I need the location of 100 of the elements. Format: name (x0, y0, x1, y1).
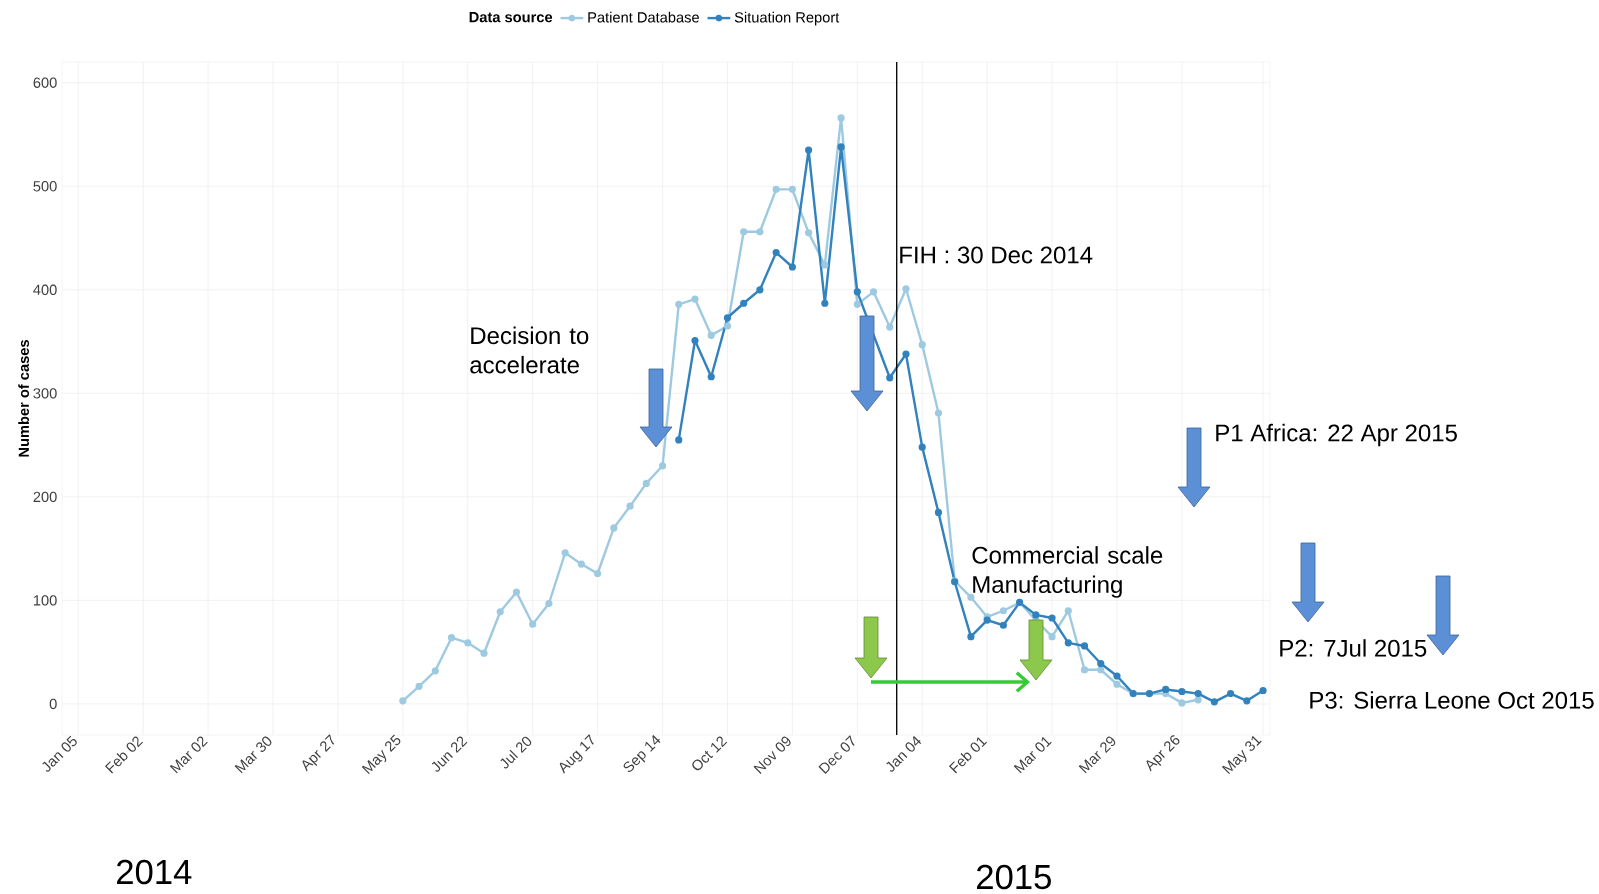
point (529, 620, 537, 628)
legend-title: Data source (469, 12, 553, 23)
point (691, 295, 699, 303)
y-tick-label: 0 (49, 698, 57, 710)
point (691, 336, 699, 345)
annotation: Decision to accelerate (470, 326, 589, 374)
y-axis-title: Number of cases (18, 340, 29, 457)
point (740, 228, 748, 236)
point (1048, 633, 1056, 641)
annotation: Commercial scale Manufacturing (972, 546, 1163, 598)
point (999, 621, 1007, 629)
annotation: FIH : 30 Dec 2014 (900, 246, 1093, 264)
x-tick-label: Feb 01 (948, 737, 988, 774)
x-tick-label: Jan 05 (42, 735, 77, 772)
x-tick-label: Feb 02 (104, 736, 143, 774)
x-tick-label: May 31 (1221, 736, 1262, 775)
point (1162, 685, 1170, 694)
x-tick-label: Jul 20 (500, 736, 532, 769)
annotation: P1 Africa: 22 Apr 2015 (1216, 423, 1457, 447)
point (918, 443, 926, 451)
point (723, 322, 732, 330)
x-tick-label: Nov 09 (753, 736, 791, 774)
point (886, 323, 894, 331)
point (399, 697, 407, 705)
point (1080, 642, 1089, 650)
point (675, 436, 683, 444)
point (447, 634, 456, 642)
point (1064, 639, 1072, 647)
point (577, 560, 585, 568)
point (788, 263, 796, 271)
point (1194, 689, 1202, 698)
point (610, 524, 618, 532)
y-tick-label: 200 (33, 491, 57, 503)
point (1178, 687, 1186, 696)
point (772, 248, 780, 257)
x-tick-label: May 25 (361, 734, 401, 775)
point (837, 114, 845, 122)
point (1032, 611, 1040, 619)
point (934, 409, 943, 417)
point (886, 374, 894, 382)
point (675, 300, 683, 308)
point (512, 588, 521, 596)
point (788, 185, 796, 193)
point (1113, 672, 1121, 680)
point (902, 350, 910, 358)
x-tick-label: Dec 07 (818, 735, 855, 774)
x-tick-label: Apr 26 (1146, 735, 1180, 772)
point (431, 667, 439, 675)
y-tick-label: 600 (33, 77, 57, 88)
y-tick-label: 400 (33, 284, 57, 295)
point (1194, 696, 1202, 704)
x-tick-label: Aug 17 (559, 734, 594, 774)
point (464, 639, 472, 647)
y-tick-label: 300 (33, 388, 57, 399)
point (821, 261, 829, 269)
point (1243, 697, 1251, 705)
point (1259, 686, 1267, 695)
point (821, 299, 829, 307)
point (902, 285, 910, 293)
point (707, 331, 715, 339)
x-tick-label: Oct 12 (692, 736, 728, 771)
x-tick-label: Mar 30 (234, 736, 272, 774)
x-tick-label: Sep 14 (623, 735, 661, 773)
point (934, 508, 943, 516)
point (805, 146, 813, 154)
point (594, 569, 602, 578)
point (1080, 666, 1089, 674)
point (1048, 614, 1056, 622)
point (626, 502, 634, 510)
x-tick-label: Mar 02 (169, 736, 208, 774)
point (837, 143, 845, 151)
point (918, 341, 926, 349)
point (740, 299, 748, 307)
point (756, 286, 764, 294)
point (869, 288, 878, 296)
text: 2014 (117, 859, 192, 885)
point (545, 599, 553, 608)
text: P2: 7Jul 2015 (1280, 639, 1427, 657)
point (805, 229, 813, 237)
point (642, 479, 650, 487)
point (561, 549, 569, 557)
y-tick-label: 500 (33, 181, 57, 192)
x-tick-label: Jan 04 (886, 736, 922, 772)
point (1227, 689, 1235, 698)
point (707, 373, 715, 381)
point (658, 462, 667, 470)
legend-label: Patient Database (588, 11, 699, 23)
legend-label: Situation Report (734, 11, 840, 26)
point (1097, 666, 1105, 674)
point (853, 300, 861, 308)
point (853, 288, 861, 296)
x-tick-label: Jun 22 (431, 736, 468, 772)
point (772, 185, 780, 193)
point (1178, 699, 1186, 707)
text: P3: Sierra Leone Oct 2015 (1310, 691, 1594, 709)
point (415, 682, 423, 690)
point (967, 633, 975, 641)
point (496, 608, 504, 616)
point (480, 649, 488, 657)
x-tick-label: Apr 27 (302, 734, 335, 772)
